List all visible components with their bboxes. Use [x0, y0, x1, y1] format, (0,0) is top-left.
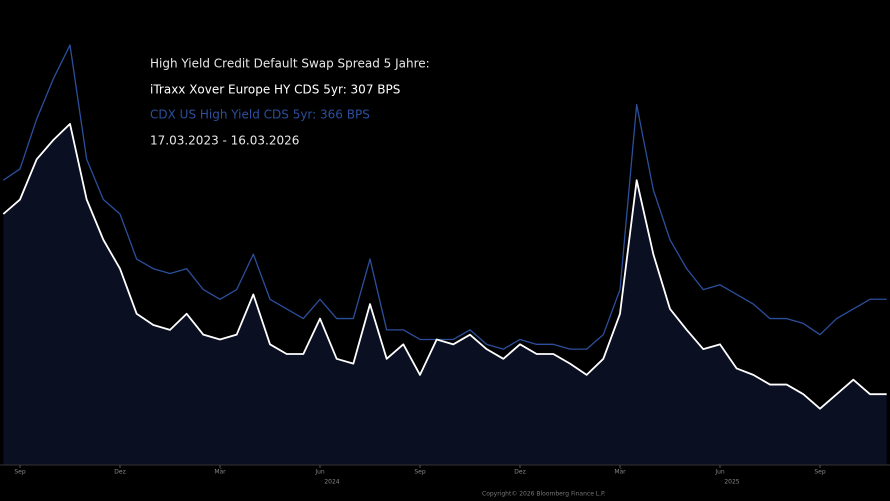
area	[3, 123, 887, 465]
x-tick-label: Sep	[14, 469, 26, 476]
legend-entry: CDX US High Yield CDS 5yr: 366 BPS	[150, 108, 370, 122]
legend-entry: iTraxx Xover Europe HY CDS 5yr: 307 BPS	[150, 83, 400, 97]
year-label: 2025	[724, 479, 739, 486]
line	[2, 122, 887, 410]
x-tick-label: Jun	[714, 469, 725, 476]
x-tick-label: Sep	[414, 469, 426, 476]
x-tick-label: Sep	[814, 469, 826, 476]
copyright: Copyright© 2026 Bloomberg Finance L.P.	[482, 491, 606, 498]
date-range: 17.03.2023 - 16.03.2026	[150, 134, 299, 148]
x-tick-label: Dez	[514, 469, 525, 476]
x-tick-label: Mär	[214, 469, 226, 476]
x-tick-label: Dez	[114, 469, 125, 476]
x-tick-label: Mär	[614, 469, 626, 476]
x-tick-label: Jun	[314, 469, 325, 476]
chart-title: High Yield Credit Default Swap Spread 5 …	[150, 57, 430, 71]
year-label: 2024	[324, 479, 339, 486]
line	[2, 44, 887, 350]
